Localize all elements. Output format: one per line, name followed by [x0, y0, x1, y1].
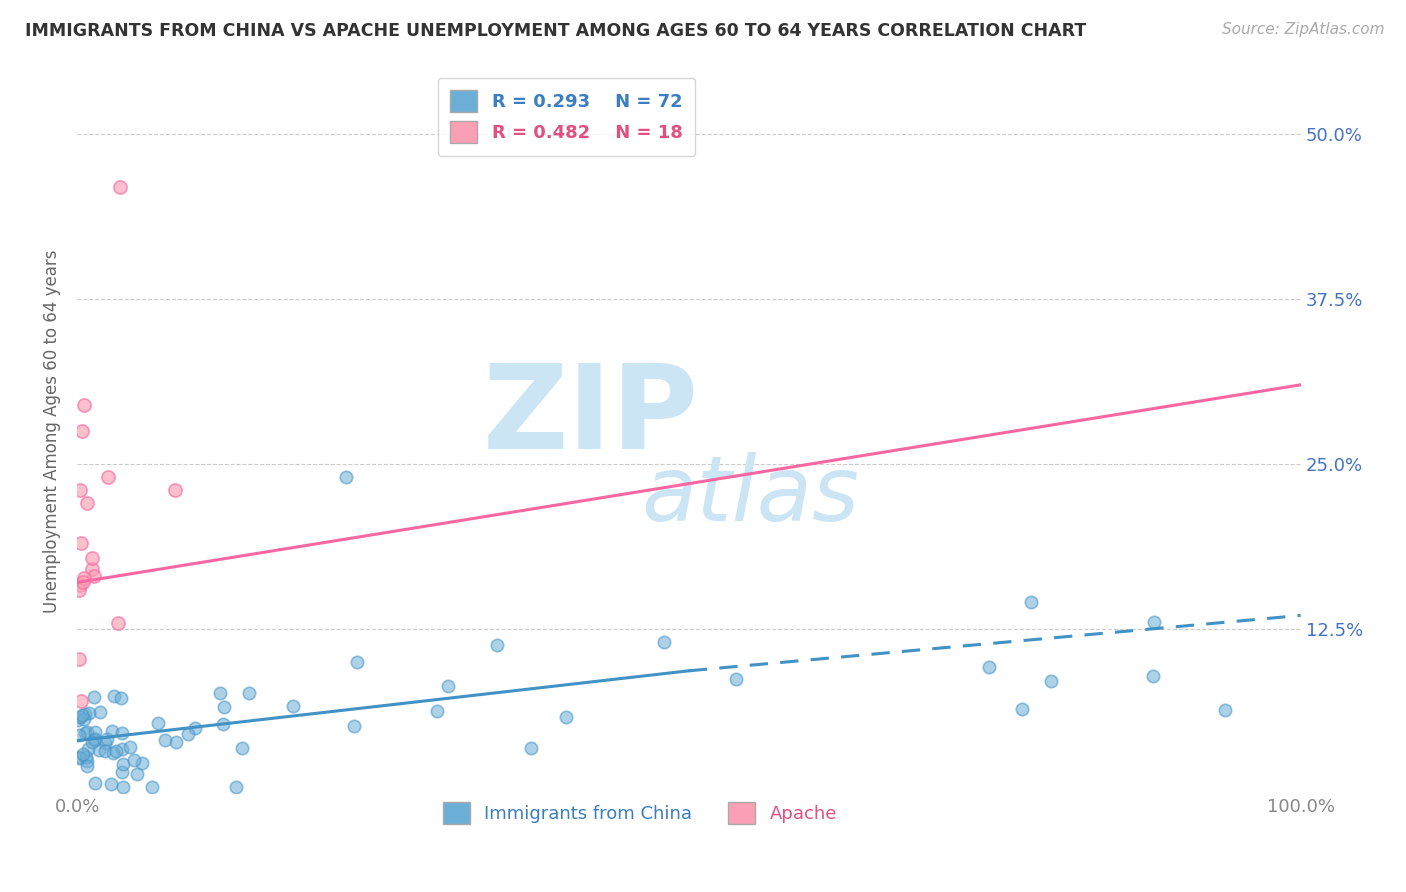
- Point: [555, 710, 578, 724]
- Point: [69, 483, 91, 498]
- Point: [238, 686, 260, 700]
- Point: [100, 776, 122, 790]
- Point: [1213, 703, 1236, 717]
- Point: [76, 755, 98, 769]
- Point: [103, 690, 125, 704]
- Point: [346, 655, 368, 669]
- Point: [485, 638, 508, 652]
- Point: [67, 652, 90, 666]
- Point: [76, 725, 98, 739]
- Point: [94, 735, 117, 749]
- Point: [67, 713, 90, 727]
- Point: [69, 709, 91, 723]
- Point: [231, 741, 253, 756]
- Point: [211, 717, 233, 731]
- Point: [146, 716, 169, 731]
- Point: [283, 699, 305, 714]
- Point: [214, 699, 236, 714]
- Point: [69, 536, 91, 550]
- Point: [177, 727, 200, 741]
- Point: [75, 750, 97, 764]
- Point: [72, 747, 94, 762]
- Point: [73, 570, 96, 584]
- Point: [83, 732, 105, 747]
- Point: [163, 483, 186, 498]
- Point: [101, 746, 124, 760]
- Point: [80, 562, 103, 576]
- Point: [69, 750, 91, 764]
- Legend: Immigrants from China, Apache: Immigrants from China, Apache: [432, 791, 848, 835]
- Point: [724, 672, 747, 686]
- Point: [436, 679, 458, 693]
- Point: [111, 765, 134, 780]
- Point: [83, 690, 105, 704]
- Point: [75, 707, 97, 722]
- Point: [70, 424, 93, 438]
- Point: [67, 751, 90, 765]
- Point: [76, 496, 98, 510]
- Point: [83, 569, 105, 583]
- Point: [69, 578, 91, 592]
- Point: [225, 780, 247, 794]
- Point: [111, 726, 134, 740]
- Text: Source: ZipAtlas.com: Source: ZipAtlas.com: [1222, 22, 1385, 37]
- Point: [82, 550, 104, 565]
- Point: [165, 735, 187, 749]
- Point: [1039, 674, 1062, 689]
- Point: [94, 744, 117, 758]
- Text: IMMIGRANTS FROM CHINA VS APACHE UNEMPLOYMENT AMONG AGES 60 TO 64 YEARS CORRELATI: IMMIGRANTS FROM CHINA VS APACHE UNEMPLOY…: [25, 22, 1087, 40]
- Point: [67, 583, 90, 598]
- Point: [654, 634, 676, 648]
- Point: [131, 756, 153, 771]
- Point: [67, 728, 90, 742]
- Point: [977, 660, 1000, 674]
- Point: [110, 690, 132, 705]
- Point: [108, 180, 131, 194]
- Point: [1143, 615, 1166, 629]
- Point: [70, 694, 93, 708]
- Point: [153, 732, 176, 747]
- Point: [335, 470, 357, 484]
- Point: [104, 744, 127, 758]
- Point: [426, 704, 449, 718]
- Point: [343, 719, 366, 733]
- Point: [96, 731, 118, 746]
- Point: [111, 756, 134, 771]
- Text: ZIP: ZIP: [484, 359, 699, 474]
- Point: [76, 759, 98, 773]
- Point: [122, 753, 145, 767]
- Point: [84, 776, 107, 790]
- Point: [1021, 595, 1043, 609]
- Point: [141, 780, 163, 794]
- Point: [83, 724, 105, 739]
- Point: [77, 742, 100, 756]
- Point: [89, 705, 111, 719]
- Point: [101, 723, 124, 738]
- Point: [83, 732, 105, 747]
- Point: [72, 575, 94, 590]
- Point: [1142, 669, 1164, 683]
- Point: [120, 739, 142, 754]
- Point: [520, 740, 543, 755]
- Point: [70, 707, 93, 722]
- Point: [107, 616, 129, 631]
- Point: [112, 780, 135, 794]
- Point: [183, 721, 205, 735]
- Point: [80, 735, 103, 749]
- Point: [77, 706, 100, 721]
- Point: [97, 470, 120, 484]
- Point: [111, 742, 134, 756]
- Point: [127, 767, 149, 781]
- Point: [73, 398, 96, 412]
- Point: [1011, 701, 1033, 715]
- Y-axis label: Unemployment Among Ages 60 to 64 years: Unemployment Among Ages 60 to 64 years: [44, 249, 60, 613]
- Point: [75, 726, 97, 740]
- Point: [89, 743, 111, 757]
- Point: [73, 712, 96, 726]
- Point: [209, 686, 232, 700]
- Text: atlas: atlas: [641, 452, 859, 541]
